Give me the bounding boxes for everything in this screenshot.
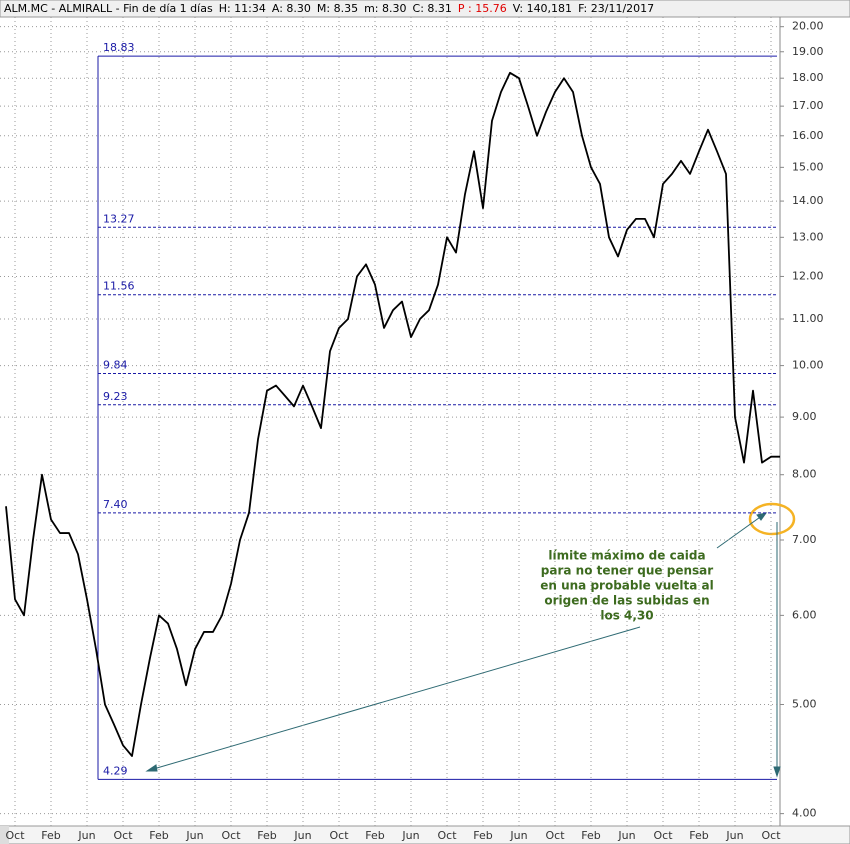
header-field: m: 8.30 — [364, 2, 406, 15]
y-tick-label: 13.00 — [792, 230, 824, 243]
header-field: H: 11:34 — [219, 2, 266, 15]
y-tick-label: 16.00 — [792, 129, 824, 142]
y-tick-label: 11.00 — [792, 312, 824, 325]
y-tick-label: 14.00 — [792, 194, 824, 207]
arrows — [145, 512, 781, 778]
level-label: 11.56 — [103, 280, 135, 293]
level-label: 13.27 — [103, 212, 135, 225]
header: ALM.MC - ALMIRALL - Fin de día 1 días H: … — [4, 2, 654, 15]
x-tick-label: Oct — [761, 829, 781, 842]
x-tick-label: Oct — [545, 829, 565, 842]
arrow-head — [773, 766, 781, 778]
x-tick-label: Oct — [437, 829, 457, 842]
annotation: en una probable vuelta al — [540, 579, 714, 593]
x-tick-label: Feb — [473, 829, 492, 842]
y-tick-label: 20.00 — [792, 20, 824, 33]
annotation: límite máximo de caida — [548, 549, 705, 563]
y-tick-label: 17.00 — [792, 99, 824, 112]
x-tick-label: Oct — [221, 829, 241, 842]
x-tick-label: Jun — [617, 829, 635, 842]
header-field: F: 23/11/2017 — [578, 2, 654, 15]
annotation: para no tener que pensar — [541, 564, 713, 578]
arrow — [716, 514, 764, 549]
price-line — [5, 71, 780, 757]
y-tick-label: 4.00 — [792, 807, 817, 820]
scroll-box — [0, 826, 9, 844]
y-tick-label: 19.00 — [792, 45, 824, 58]
x-tick-label: Jun — [77, 829, 95, 842]
level-label: 7.40 — [103, 498, 128, 511]
x-tick-label: Jun — [725, 829, 743, 842]
x-tick-label: Oct — [329, 829, 349, 842]
y-tick-label: 18.00 — [792, 71, 824, 84]
y-tick-label: 5.00 — [792, 698, 817, 711]
x-tick-label: Jun — [185, 829, 203, 842]
header-field: V: 140,181 — [513, 2, 572, 15]
y-tick-label: 6.00 — [792, 608, 817, 621]
arrow — [149, 626, 641, 771]
header-bar — [0, 0, 850, 18]
x-tick-label: Feb — [41, 829, 60, 842]
x-tick-label: Jun — [293, 829, 311, 842]
highlight-circle — [748, 502, 796, 536]
arrow-head — [145, 764, 158, 772]
annotation: origen de las subidas en — [544, 594, 709, 608]
x-tick-label: Feb — [149, 829, 168, 842]
y-tick-label: 9.00 — [792, 410, 817, 423]
x-tick-label: Feb — [365, 829, 384, 842]
level-label: 9.84 — [103, 358, 128, 371]
x-tick-label: Jun — [509, 829, 527, 842]
x-tick-label: Jun — [401, 829, 419, 842]
x-axis-strip — [0, 825, 850, 844]
header-field: A: 8.30 — [272, 2, 311, 15]
y-tick-label: 12.00 — [792, 269, 824, 282]
level-label: 4.29 — [103, 764, 128, 777]
x-tick-label: Oct — [5, 829, 25, 842]
header-field: P : 15.76 — [458, 2, 507, 15]
y-tick-label: 7.00 — [792, 533, 817, 546]
header-field: C: 8.31 — [413, 2, 452, 15]
level-label: 18.83 — [103, 41, 135, 54]
y-tick-label: 15.00 — [792, 160, 824, 173]
header-field: M: 8.35 — [317, 2, 358, 15]
x-tick-label: Feb — [581, 829, 600, 842]
level-label: 9.23 — [103, 390, 128, 403]
x-tick-label: Feb — [257, 829, 276, 842]
header-symbol: ALM.MC - ALMIRALL - Fin de día 1 días — [4, 2, 213, 15]
y-tick-label: 8.00 — [792, 468, 817, 481]
x-tick-label: Oct — [113, 829, 133, 842]
annotation: los 4,30 — [600, 609, 653, 623]
arrow-head — [756, 512, 768, 521]
x-tick-label: Feb — [689, 829, 708, 842]
y-tick-label: 10.00 — [792, 359, 824, 372]
x-tick-label: Oct — [653, 829, 673, 842]
